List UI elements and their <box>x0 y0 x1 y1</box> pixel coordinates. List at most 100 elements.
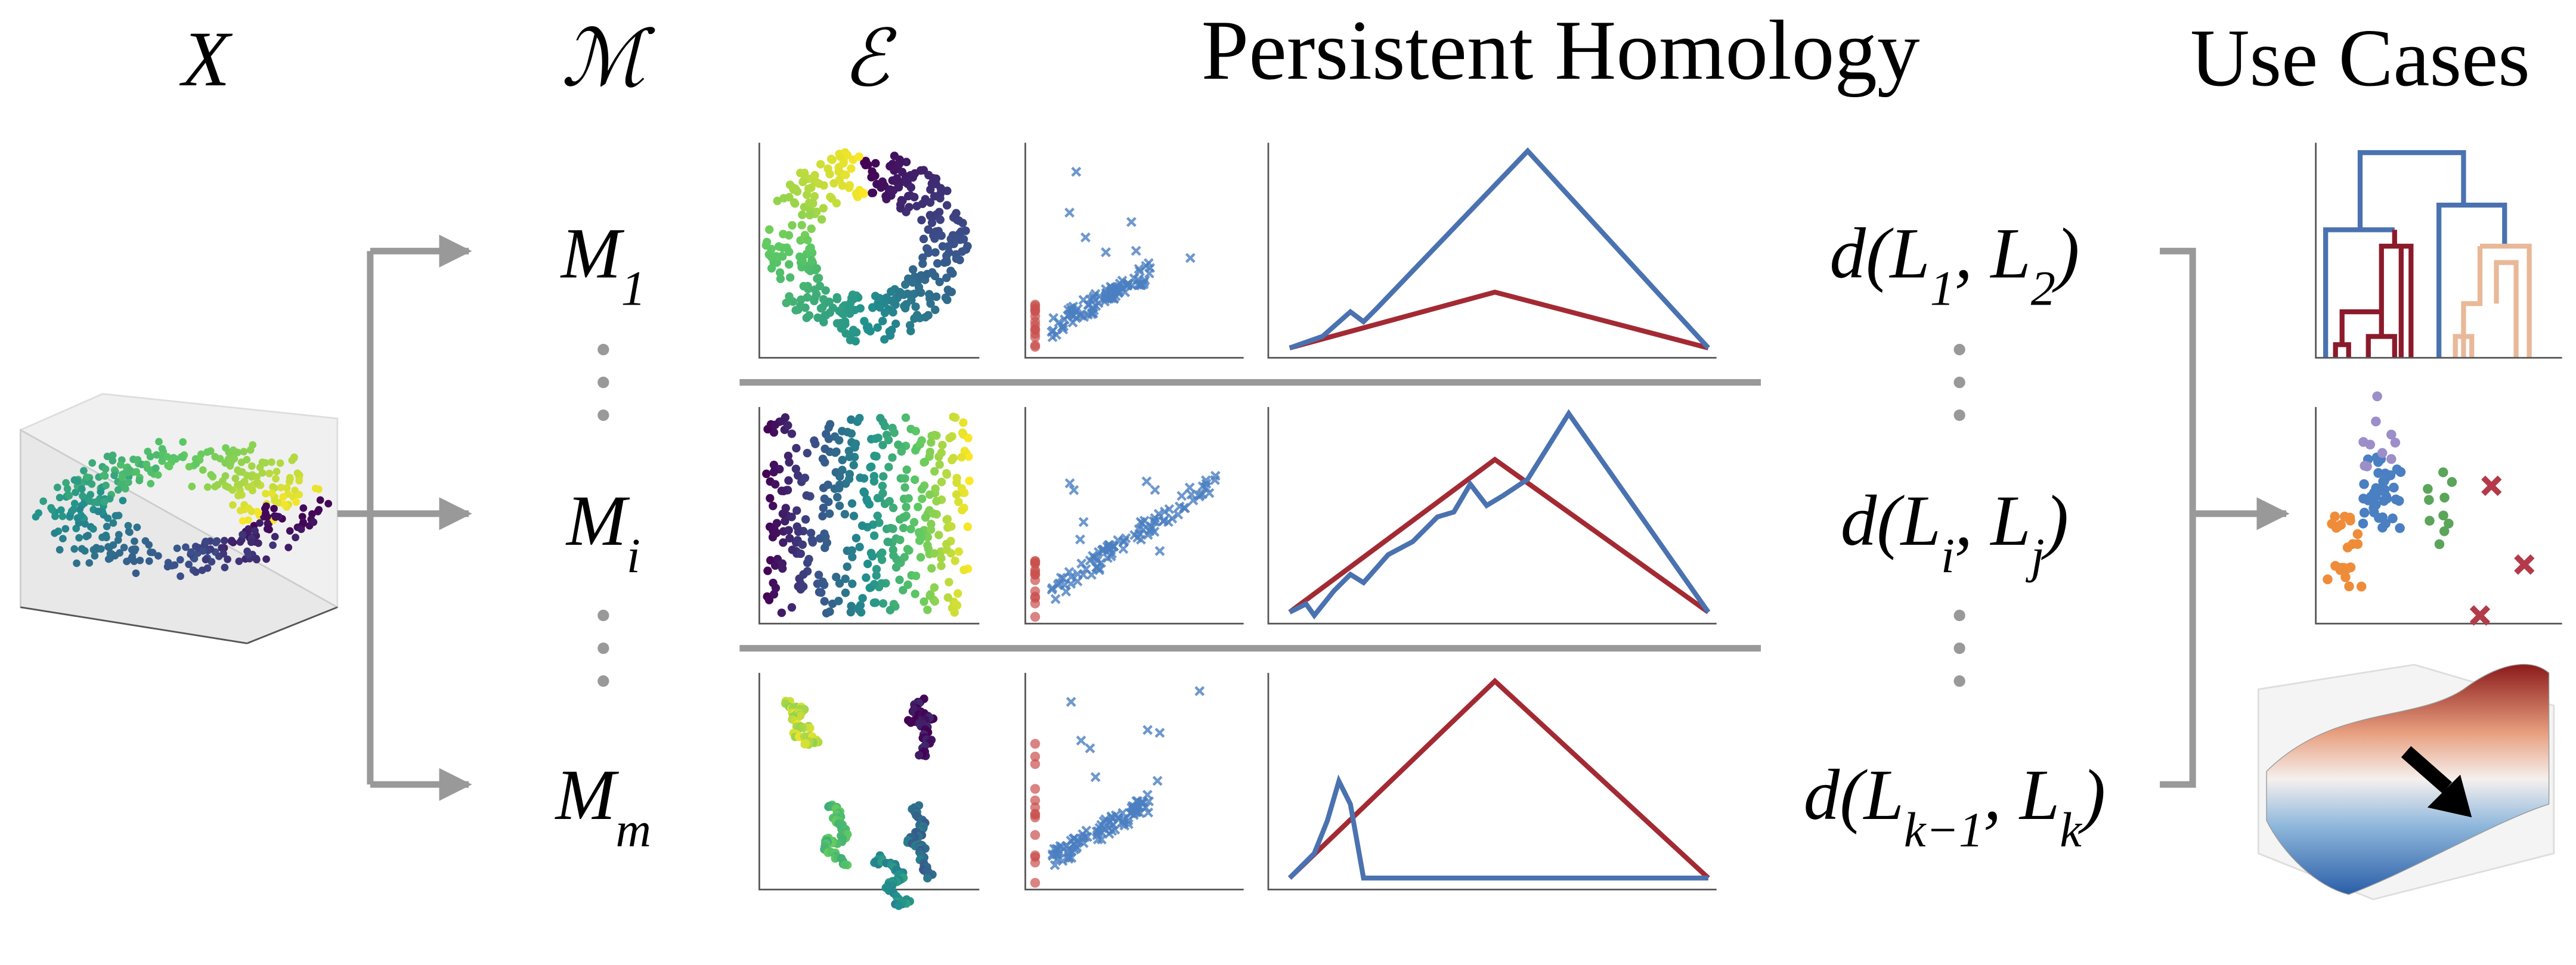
x-point <box>1082 831 1093 842</box>
point <box>316 496 324 504</box>
point <box>959 235 968 244</box>
point <box>798 210 807 219</box>
point <box>211 452 219 461</box>
point <box>284 544 293 551</box>
point <box>900 474 909 483</box>
point <box>70 545 79 553</box>
point <box>923 874 932 883</box>
point <box>906 525 915 533</box>
point <box>831 448 840 457</box>
point <box>773 196 782 206</box>
point <box>923 244 932 254</box>
point <box>820 597 829 606</box>
point <box>297 525 305 533</box>
point <box>764 595 774 604</box>
x-point <box>1197 481 1208 492</box>
x-point <box>1128 809 1139 820</box>
point <box>192 568 200 576</box>
point <box>819 204 828 213</box>
point <box>911 427 920 436</box>
x-point <box>1149 526 1160 537</box>
point <box>895 575 904 584</box>
panel-axes <box>1024 407 1244 625</box>
point <box>116 461 125 469</box>
point <box>937 477 946 486</box>
point <box>88 480 96 488</box>
point <box>910 314 919 323</box>
point <box>902 502 911 511</box>
point <box>263 525 271 533</box>
point <box>203 448 211 456</box>
point <box>942 470 952 479</box>
point <box>1030 759 1041 769</box>
point <box>229 501 237 509</box>
point <box>1030 784 1041 794</box>
point <box>151 464 160 472</box>
point <box>2371 416 2381 427</box>
panel-axes <box>1024 142 1244 359</box>
point <box>155 437 163 446</box>
label-part: M <box>560 213 625 293</box>
point <box>949 412 958 421</box>
point <box>910 169 919 178</box>
point <box>896 535 905 545</box>
embeddings-label: ℰ <box>842 15 897 103</box>
point <box>815 281 825 291</box>
point <box>787 429 797 438</box>
point <box>2439 526 2450 536</box>
point <box>811 266 820 275</box>
point <box>177 453 185 461</box>
outlier <box>2469 605 2491 626</box>
point <box>2371 488 2381 498</box>
point <box>888 308 897 317</box>
x-point <box>1107 826 1117 836</box>
x-point <box>1078 517 1089 528</box>
point <box>916 553 925 562</box>
point <box>2358 519 2368 529</box>
point <box>802 491 811 500</box>
point <box>84 532 92 539</box>
point <box>807 224 816 233</box>
point <box>914 502 922 511</box>
point <box>938 440 947 449</box>
point <box>807 535 816 545</box>
point <box>803 293 812 302</box>
point <box>942 252 951 260</box>
input-3d-plot <box>19 393 339 644</box>
point <box>926 212 935 221</box>
point <box>2344 581 2354 592</box>
point <box>859 190 868 198</box>
label-part: d(L <box>1841 481 1941 561</box>
point <box>2377 448 2388 458</box>
point <box>932 292 941 301</box>
point <box>280 501 289 508</box>
point <box>843 562 852 571</box>
x-point <box>1176 491 1187 501</box>
point <box>270 504 278 513</box>
point <box>299 520 307 528</box>
point <box>851 439 860 448</box>
point <box>1030 342 1041 352</box>
x-point <box>1083 300 1094 311</box>
point <box>256 519 264 527</box>
point <box>131 545 140 553</box>
label-part: , L <box>1955 213 2031 293</box>
point <box>899 523 908 532</box>
label-part: d(L <box>1804 755 1904 835</box>
point <box>919 458 928 467</box>
x-point <box>1188 495 1199 505</box>
shape <box>1289 289 1709 350</box>
point <box>810 170 819 180</box>
point <box>832 198 841 208</box>
point <box>902 465 911 474</box>
point <box>912 201 921 210</box>
point <box>806 529 816 538</box>
point <box>1030 598 1041 609</box>
point <box>821 458 829 467</box>
label-part: ) <box>2052 213 2079 293</box>
point <box>188 482 196 491</box>
point <box>784 476 793 485</box>
point <box>834 167 843 176</box>
point <box>835 152 844 161</box>
point <box>1030 575 1041 585</box>
